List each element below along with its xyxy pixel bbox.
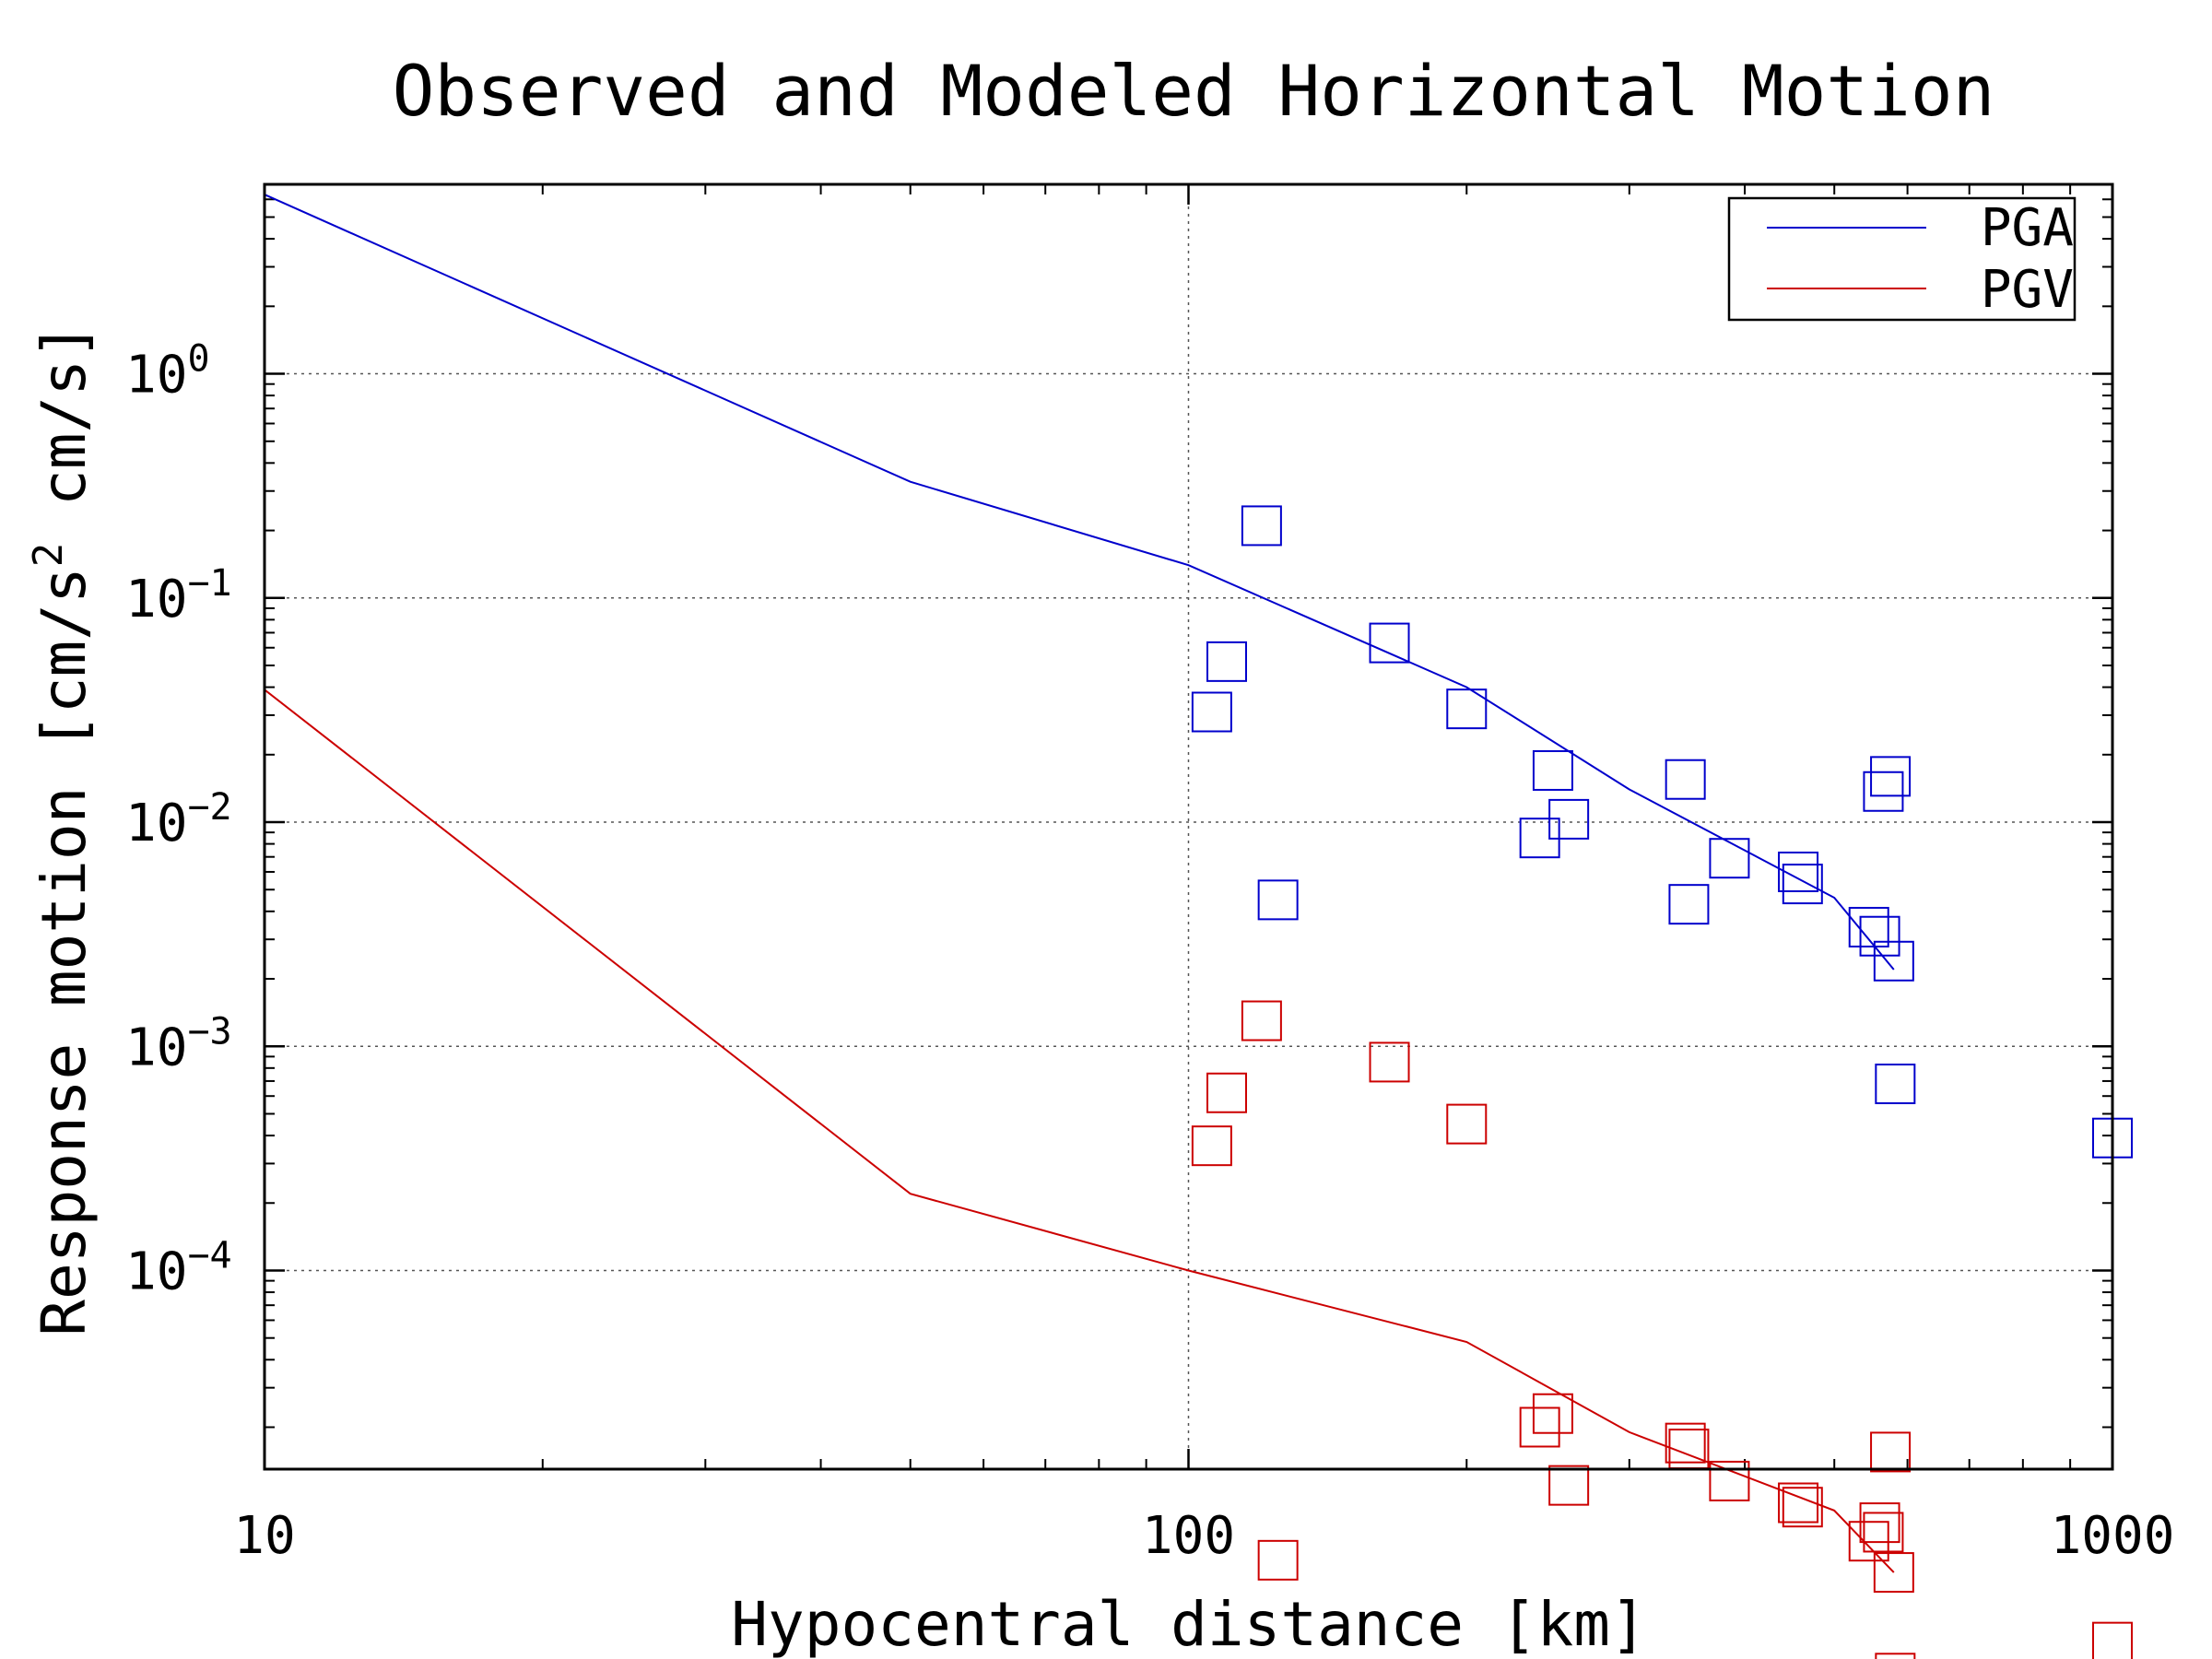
y-tick-label: 10−2 [125, 786, 232, 853]
pgv-observed-marker [1548, 1465, 1590, 1506]
y-tick-label: 10−4 [125, 1234, 232, 1301]
pga-observed-marker [1859, 915, 1900, 957]
y-tick-label-exponent: 0 [187, 338, 209, 381]
pgv-observed-marker [1778, 1482, 1819, 1524]
pgv-observed-marker [2092, 1621, 2133, 1659]
y-tick-label-base: 10 [125, 346, 187, 406]
grid-lines [265, 184, 2112, 1469]
pga-observed-marker [1875, 1063, 1916, 1104]
y-tick-label: 10−3 [125, 1010, 232, 1077]
pga-observed-marker [1778, 851, 1819, 892]
pga-observed-marker [1446, 688, 1488, 730]
pga-observed-marker [1782, 864, 1823, 905]
legend-label-pga: PGA [1981, 198, 2074, 258]
pga-observed-marker [1863, 771, 1904, 812]
y-tick-label-base: 10 [125, 1018, 187, 1077]
x-tick-label: 10 [233, 1506, 295, 1566]
x-tick-label: 1000 [2051, 1506, 2175, 1566]
model-lines [264, 194, 1895, 1573]
pga-model-line [264, 194, 1895, 971]
pgv-observed-marker [1875, 1653, 1916, 1659]
y-axis-label-suffix: cm/s] [29, 323, 100, 542]
pgv-observed-marker [1782, 1487, 1823, 1528]
pgv-observed-marker [1863, 1512, 1904, 1553]
pgv-observed-marker [1665, 1422, 1706, 1464]
pgv-observed-marker [1873, 1552, 1914, 1594]
x-tick-label: 100 [1142, 1506, 1235, 1566]
y-tick-label-base: 10 [125, 570, 187, 629]
pgv-observed-marker [1369, 1041, 1410, 1083]
pgv-observed-marker [1859, 1502, 1900, 1544]
y-tick-label-exponent: −1 [187, 562, 231, 605]
y-tick-label-exponent: −2 [187, 786, 231, 829]
pga-observed-marker [1668, 884, 1710, 925]
pgv-observed-marker [1870, 1431, 1912, 1473]
pga-observed-marker [1257, 879, 1299, 921]
pgv-observed-marker [1191, 1125, 1232, 1167]
observed-markers [1191, 505, 2133, 1659]
pgv-observed-marker [1241, 1000, 1282, 1041]
chart-title: Observed and Modeled Horizontal Motion [393, 50, 1995, 132]
y-tick-label-exponent: −4 [187, 1234, 231, 1277]
pga-observed-marker [1848, 906, 1889, 947]
y-axis-label: Response motion [cm/s2 cm/s] [25, 323, 100, 1335]
legend: PGA PGV [1727, 196, 2077, 322]
legend-box [1727, 196, 2077, 322]
pga-observed-marker [1709, 838, 1750, 879]
pga-observed-marker [1191, 691, 1232, 733]
pgv-observed-marker [1709, 1460, 1750, 1501]
y-tick-label-base: 10 [125, 794, 187, 853]
pgv-observed-marker [1519, 1406, 1560, 1448]
plot-frame [263, 182, 2114, 1471]
y-axis-label-sup: 2 [25, 543, 72, 568]
pga-observed-marker [1369, 622, 1410, 664]
pga-observed-marker [1241, 505, 1282, 547]
y-tick-label-base: 10 [125, 1241, 187, 1301]
x-axis-label: Hypocentral distance [km] [731, 1589, 1646, 1659]
pga-observed-marker [1548, 798, 1590, 840]
pgv-model-line [264, 688, 1895, 1573]
pga-observed-marker [1532, 749, 1573, 791]
pgv-observed-marker [1257, 1539, 1299, 1581]
pga-observed-marker [1665, 759, 1706, 800]
pgv-observed-marker [1532, 1393, 1573, 1434]
legend-label-pgv: PGV [1981, 260, 2074, 320]
y-tick-label: 10−1 [125, 562, 232, 629]
pga-observed-marker [1870, 756, 1912, 797]
pgv-observed-marker [1206, 1072, 1247, 1113]
pga-observed-marker [1206, 641, 1247, 682]
pga-observed-marker [1873, 940, 1914, 982]
y-tick-label: 100 [125, 338, 210, 406]
y-axis-label-prefix: Response motion [cm/s [29, 567, 100, 1335]
y-tick-label-exponent: −3 [187, 1010, 231, 1053]
x-axis-ticks: 10 100 1000 [233, 184, 2174, 1566]
pgv-observed-marker [1446, 1103, 1488, 1145]
